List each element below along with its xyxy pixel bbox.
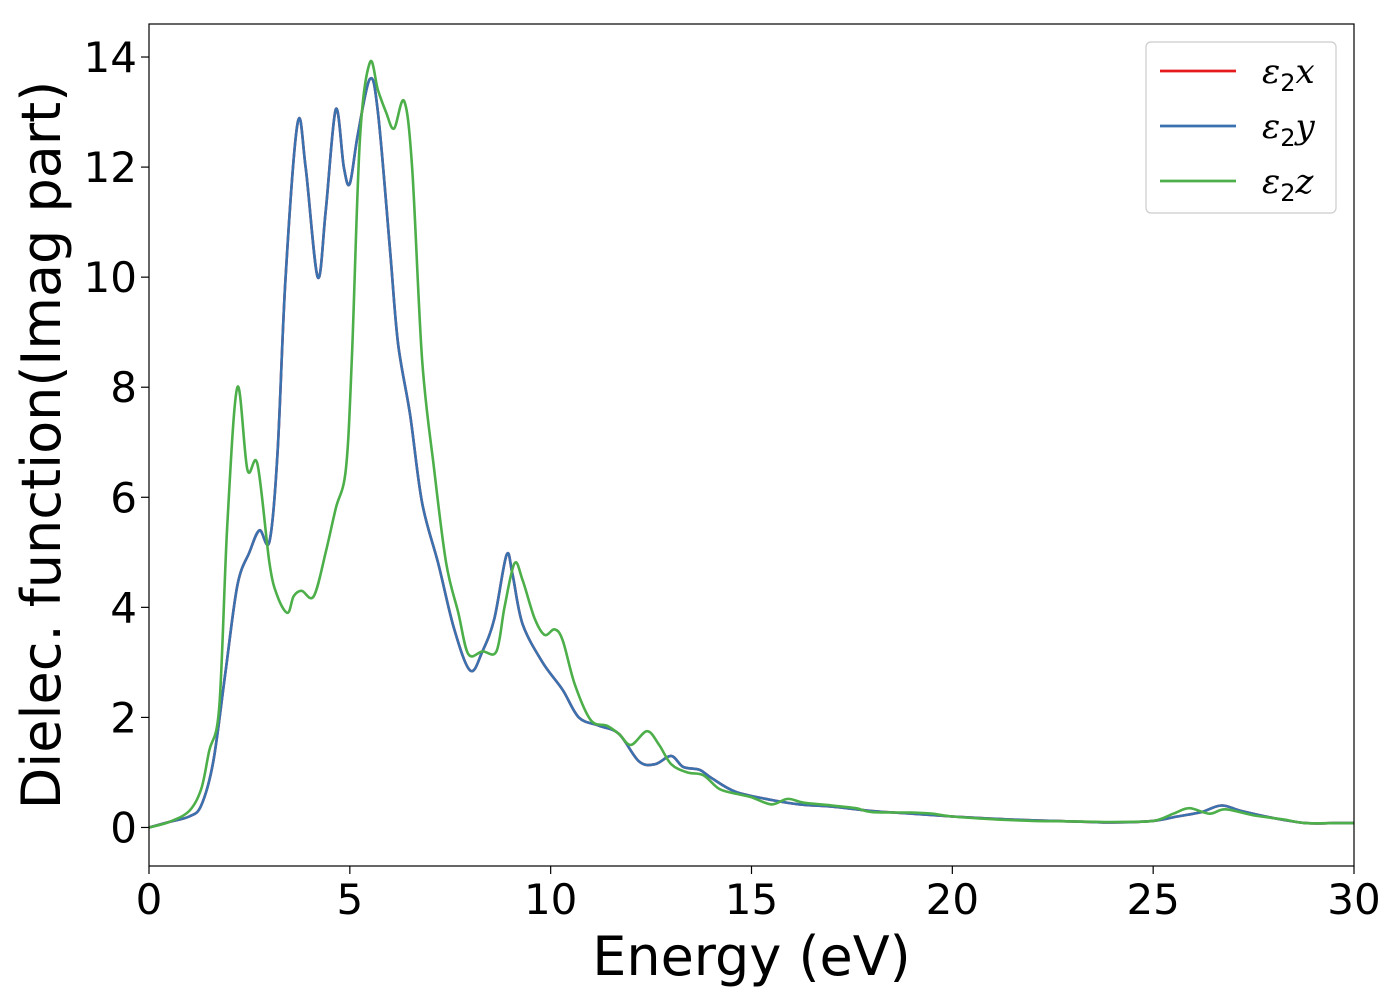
x-axis-label: Energy (eV) (592, 925, 911, 988)
legend-label: ε2y (1262, 107, 1316, 152)
y-tick-label: 10 (84, 253, 137, 302)
x-axis-ticks: 0 5 10 15 20 25 30 (136, 866, 1381, 924)
legend-label-base: ε (1262, 52, 1280, 92)
y-axis-label: Dielec. function(Imag part) (10, 81, 73, 810)
x-tick-label: 15 (725, 875, 778, 924)
legend-label-tail: x (1296, 52, 1315, 92)
x-tick-label: 30 (1327, 875, 1380, 924)
legend-label-base: ε (1262, 162, 1280, 202)
legend-label-subscript: 2 (1280, 124, 1295, 152)
legend-label: ε2z (1262, 162, 1315, 207)
y-tick-label: 6 (110, 473, 137, 522)
y-tick-label: 12 (84, 143, 137, 192)
x-tick-label: 25 (1126, 875, 1179, 924)
legend-label-tail: y (1294, 107, 1316, 147)
x-tick-label: 10 (524, 875, 577, 924)
y-axis-ticks: 0 2 4 6 8 10 12 14 (84, 33, 149, 852)
legend-label: ε2x (1262, 52, 1315, 97)
y-tick-label: 4 (110, 583, 137, 632)
legend-label-tail: z (1295, 162, 1315, 202)
legend-label-subscript: 2 (1280, 179, 1295, 207)
series-layer (148, 59, 1354, 829)
x-tick-label: 0 (136, 875, 163, 924)
y-tick-label: 2 (110, 693, 137, 742)
y-tick-label: 0 (110, 803, 137, 852)
x-tick-label: 5 (336, 875, 363, 924)
legend-label-subscript: 2 (1280, 69, 1295, 97)
legend-box (1145, 41, 1337, 214)
y-tick-label: 8 (110, 363, 137, 412)
x-tick-label: 20 (926, 875, 979, 924)
legend-label-base: ε (1262, 107, 1280, 147)
y-tick-label: 14 (84, 33, 137, 82)
series-line-ε2z (148, 59, 1354, 829)
